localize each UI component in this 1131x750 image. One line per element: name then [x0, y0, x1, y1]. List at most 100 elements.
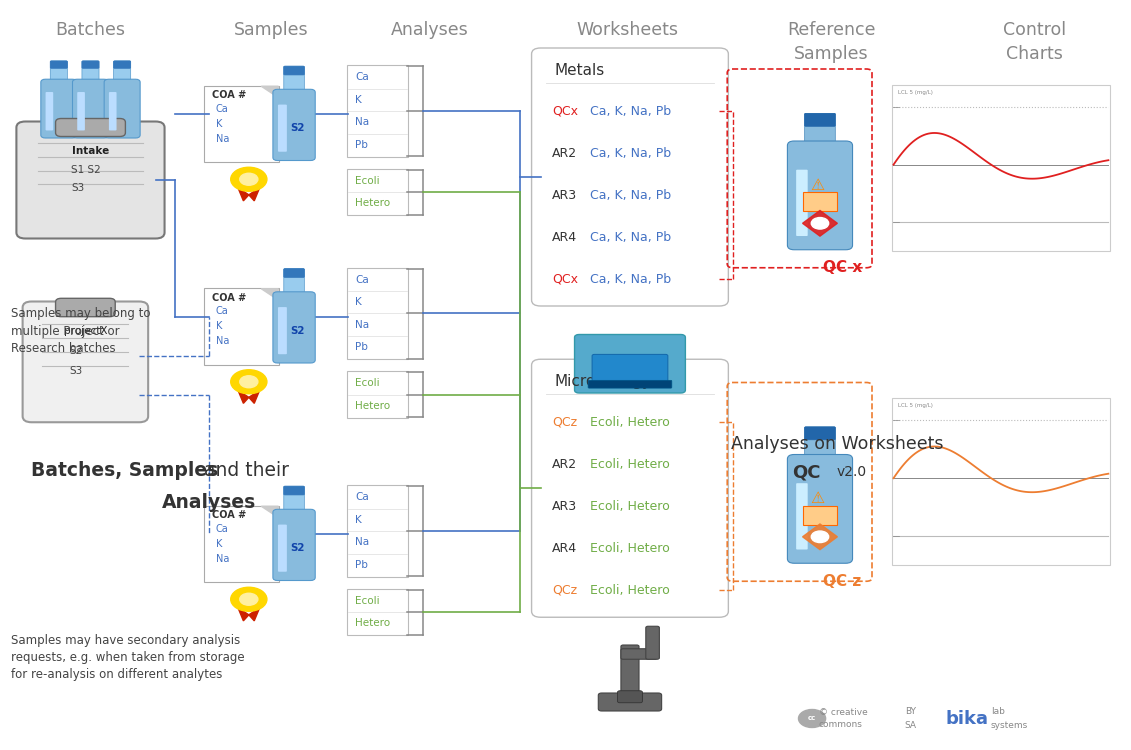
Text: Charts: Charts — [1007, 45, 1063, 63]
FancyBboxPatch shape — [273, 509, 316, 580]
Circle shape — [240, 593, 258, 605]
Text: and their: and their — [198, 461, 288, 481]
Text: Ecoli, Hetero: Ecoli, Hetero — [586, 416, 670, 429]
Text: Ca, K, Na, Pb: Ca, K, Na, Pb — [586, 104, 671, 118]
Text: AR2: AR2 — [552, 146, 577, 160]
Text: Analyses: Analyses — [162, 493, 257, 512]
FancyBboxPatch shape — [347, 485, 408, 577]
FancyBboxPatch shape — [16, 122, 165, 238]
Text: Microbiology: Microbiology — [554, 374, 651, 389]
FancyBboxPatch shape — [804, 427, 836, 460]
Text: Ecoli: Ecoli — [355, 176, 380, 186]
FancyBboxPatch shape — [593, 355, 667, 384]
Text: K: K — [216, 538, 222, 549]
FancyBboxPatch shape — [575, 334, 685, 393]
Text: Pb: Pb — [355, 342, 368, 352]
Polygon shape — [261, 289, 278, 300]
Polygon shape — [803, 524, 837, 550]
FancyBboxPatch shape — [347, 371, 408, 418]
Text: COA #: COA # — [213, 510, 247, 520]
FancyBboxPatch shape — [804, 113, 836, 146]
Text: Pb: Pb — [355, 560, 368, 570]
Text: S2: S2 — [291, 123, 304, 134]
FancyBboxPatch shape — [284, 66, 304, 75]
Text: S2: S2 — [69, 346, 83, 356]
Text: Na: Na — [216, 336, 230, 346]
Circle shape — [231, 370, 267, 394]
Text: Ca: Ca — [355, 492, 369, 502]
FancyBboxPatch shape — [347, 65, 408, 157]
FancyBboxPatch shape — [598, 693, 662, 711]
Text: COA #: COA # — [213, 90, 247, 101]
Circle shape — [240, 376, 258, 388]
FancyBboxPatch shape — [347, 268, 408, 359]
FancyBboxPatch shape — [787, 454, 853, 563]
Text: Worksheets: Worksheets — [577, 21, 679, 39]
FancyBboxPatch shape — [278, 104, 287, 152]
Text: Hetero: Hetero — [355, 198, 390, 208]
Text: systems: systems — [991, 722, 1028, 730]
FancyBboxPatch shape — [77, 92, 85, 130]
Text: Ecoli, Hetero: Ecoli, Hetero — [586, 584, 670, 597]
Text: Intake: Intake — [72, 146, 109, 155]
Text: Ca: Ca — [216, 104, 228, 114]
Polygon shape — [249, 188, 260, 201]
FancyBboxPatch shape — [50, 61, 68, 68]
Text: Na: Na — [355, 320, 369, 330]
FancyBboxPatch shape — [273, 292, 316, 363]
Text: LCL 5 (mg/L): LCL 5 (mg/L) — [898, 90, 933, 95]
Polygon shape — [261, 506, 278, 518]
FancyBboxPatch shape — [803, 193, 837, 211]
Text: Ecoli: Ecoli — [355, 378, 380, 388]
Text: QCz: QCz — [552, 416, 577, 429]
Text: Samples may belong to
multiple Project or
Research batches: Samples may belong to multiple Project o… — [11, 308, 150, 355]
FancyBboxPatch shape — [532, 359, 728, 617]
FancyBboxPatch shape — [804, 113, 836, 126]
FancyBboxPatch shape — [204, 86, 279, 162]
Text: AR3: AR3 — [552, 500, 577, 513]
Text: QC: QC — [792, 464, 821, 482]
FancyBboxPatch shape — [50, 61, 68, 83]
Text: QCx: QCx — [552, 104, 578, 118]
Text: Ca, K, Na, Pb: Ca, K, Na, Pb — [586, 230, 671, 244]
Text: QCx: QCx — [552, 272, 578, 286]
Text: Hetero: Hetero — [355, 618, 390, 628]
Text: COA #: COA # — [213, 292, 247, 303]
Text: QC z: QC z — [823, 574, 862, 589]
FancyBboxPatch shape — [892, 398, 1110, 565]
Text: LCL 5 (mg/L): LCL 5 (mg/L) — [898, 404, 933, 409]
Text: QC x: QC x — [823, 260, 862, 275]
FancyBboxPatch shape — [804, 427, 836, 439]
Text: Samples: Samples — [234, 21, 309, 39]
Text: Metals: Metals — [554, 63, 604, 78]
Text: S1 S2: S1 S2 — [71, 164, 101, 175]
Text: ⚠: ⚠ — [810, 178, 824, 193]
FancyBboxPatch shape — [55, 118, 126, 136]
Text: K: K — [355, 514, 362, 525]
FancyBboxPatch shape — [618, 691, 642, 703]
FancyBboxPatch shape — [23, 302, 148, 422]
Polygon shape — [238, 390, 249, 404]
Text: K: K — [216, 118, 222, 129]
Text: AR4: AR4 — [552, 230, 577, 244]
FancyBboxPatch shape — [787, 141, 853, 250]
Text: Batches, Samples: Batches, Samples — [31, 461, 218, 481]
Text: QCz: QCz — [552, 584, 577, 597]
Circle shape — [798, 710, 826, 728]
Text: Ca: Ca — [216, 306, 228, 316]
Circle shape — [811, 217, 829, 229]
Text: Ecoli, Hetero: Ecoli, Hetero — [586, 500, 670, 513]
FancyBboxPatch shape — [284, 486, 304, 495]
FancyBboxPatch shape — [347, 589, 408, 635]
FancyBboxPatch shape — [81, 61, 100, 68]
Text: v2.0: v2.0 — [837, 466, 867, 479]
FancyBboxPatch shape — [347, 169, 408, 215]
Polygon shape — [261, 86, 278, 98]
Circle shape — [811, 531, 829, 542]
FancyBboxPatch shape — [796, 483, 808, 550]
Text: AR2: AR2 — [552, 458, 577, 471]
Polygon shape — [249, 608, 260, 621]
Text: K: K — [216, 321, 222, 332]
Polygon shape — [238, 188, 249, 201]
Text: Analyses on Worksheets: Analyses on Worksheets — [731, 435, 943, 453]
